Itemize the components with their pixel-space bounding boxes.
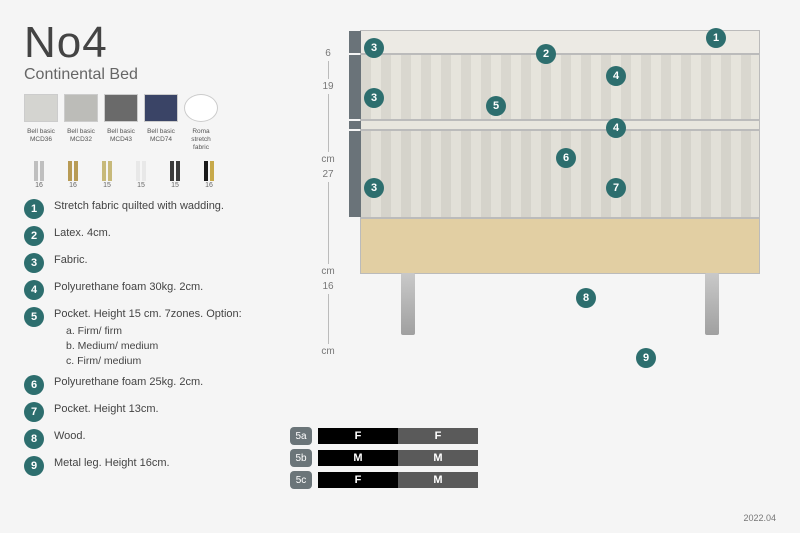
firmness-badge: 5c [290, 471, 312, 489]
diagram-callout: 4 [606, 66, 626, 86]
diagram-callout: 4 [606, 118, 626, 138]
spec-number-badge: 5 [24, 307, 44, 327]
diagram-callout: 7 [606, 178, 626, 198]
leg-option: 16 [194, 157, 224, 189]
fabric-swatch [24, 94, 58, 122]
diagram-callout: 3 [364, 38, 384, 58]
cutaway-diagram: 6 19cm 27cm 16cm 1 2 3 3 3 4 4 5 6 7 8 9 [306, 18, 776, 438]
metal-leg-icon [705, 273, 719, 335]
layer-pocket-upper [360, 54, 760, 120]
spec-text: Pocket. Height 13cm. [54, 402, 159, 417]
leg-option: 16 [24, 157, 54, 189]
spec-number-badge: 2 [24, 226, 44, 246]
diagram-callout: 6 [556, 148, 576, 168]
fabric-swatch [64, 94, 98, 122]
spec-number-badge: 3 [24, 253, 44, 273]
fabric-swatch-label: Bell basic MCD32 [64, 128, 98, 151]
fabric-swatch-label: Bell basic MCD43 [104, 128, 138, 151]
leg-option: 15 [160, 157, 190, 189]
metal-leg-icon [401, 273, 415, 335]
dimension: 19cm [306, 79, 350, 167]
firmness-badge: 5a [290, 427, 312, 445]
fabric-swatch-label: Roma stretch fabric [184, 128, 218, 151]
spec-number-badge: 7 [24, 402, 44, 422]
layer-wood-base [360, 218, 760, 274]
layer-pocket-lower [360, 130, 760, 218]
fabric-swatch [104, 94, 138, 122]
spec-text: Stretch fabric quilted with wadding. [54, 199, 224, 214]
firmness-row: 5cFM [290, 471, 478, 489]
leg-option: 15 [126, 157, 156, 189]
diagram-callout: 1 [706, 28, 726, 48]
spec-number-badge: 6 [24, 375, 44, 395]
diagram-callout: 2 [536, 44, 556, 64]
diagram-callout: 8 [576, 288, 596, 308]
dimension: 16cm [306, 279, 350, 359]
leg-option: 15 [92, 157, 122, 189]
firmness-badge: 5b [290, 449, 312, 467]
spec-number-badge: 4 [24, 280, 44, 300]
diagram-callout: 9 [636, 348, 656, 368]
dimension: 6 [306, 46, 350, 79]
firmness-row: 5bMM [290, 449, 478, 467]
dimension: 27cm [306, 167, 350, 279]
fabric-swatch-label: Bell basic MCD36 [24, 128, 58, 151]
bed-legs [401, 273, 719, 335]
spec-text: Fabric. [54, 253, 88, 268]
dimension-column: 6 19cm 27cm 16cm [306, 46, 350, 359]
layer-topper [360, 30, 760, 54]
diagram-callout: 3 [364, 88, 384, 108]
diagram-callout: 3 [364, 178, 384, 198]
spec-text: Latex. 4cm. [54, 226, 111, 241]
layer-foam [360, 120, 760, 130]
spec-number-badge: 9 [24, 456, 44, 476]
firmness-row: 5aFF [290, 427, 478, 445]
document-date: 2022.04 [743, 513, 776, 523]
fabric-swatch [144, 94, 178, 122]
leg-option: 16 [58, 157, 88, 189]
spec-number-badge: 1 [24, 199, 44, 219]
spec-text: Wood. [54, 429, 86, 444]
spec-text: Pocket. Height 15 cm. 7zones. Option:a. … [54, 307, 242, 368]
spec-text: Polyurethane foam 25kg. 2cm. [54, 375, 203, 390]
fabric-swatch-label: Bell basic MCD74 [144, 128, 178, 151]
spec-number-badge: 8 [24, 429, 44, 449]
spec-text: Metal leg. Height 16cm. [54, 456, 170, 471]
firmness-options: 5aFF 5bMM 5cFM [290, 427, 478, 493]
diagram-callout: 5 [486, 96, 506, 116]
fabric-swatch [184, 94, 218, 122]
spec-text: Polyurethane foam 30kg. 2cm. [54, 280, 203, 295]
